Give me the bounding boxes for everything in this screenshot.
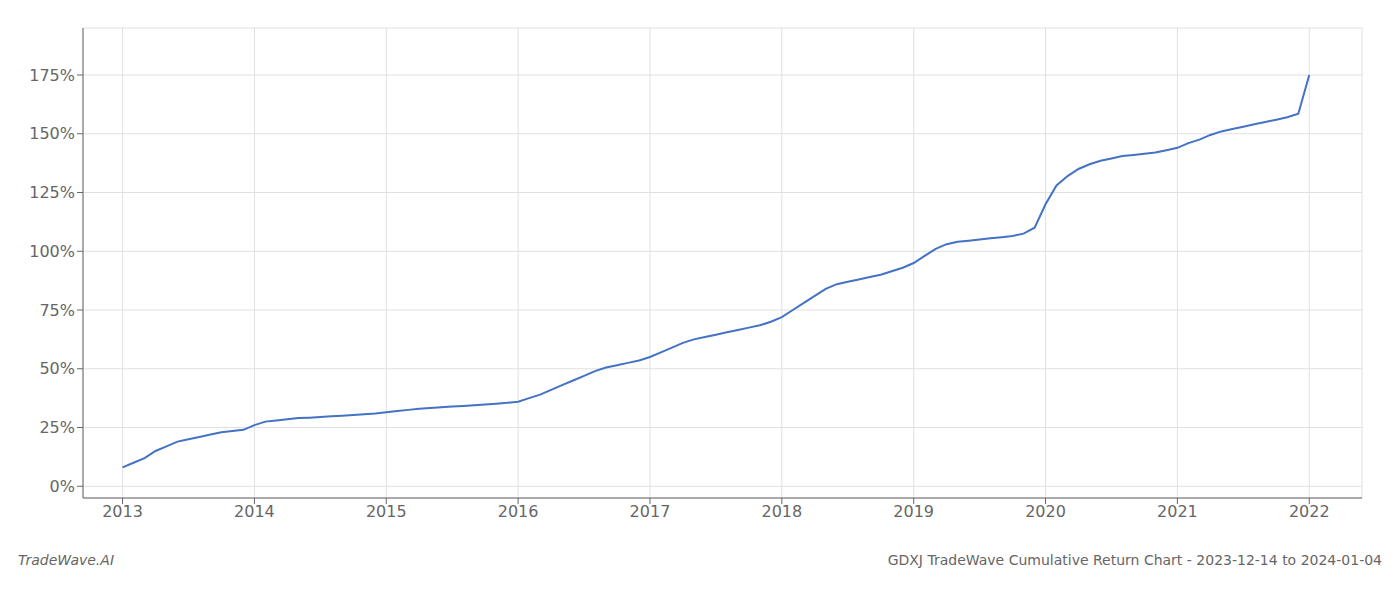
svg-text:2014: 2014 — [234, 502, 275, 521]
svg-text:2015: 2015 — [366, 502, 407, 521]
svg-text:2022: 2022 — [1289, 502, 1330, 521]
svg-text:2021: 2021 — [1157, 502, 1198, 521]
svg-text:0%: 0% — [50, 477, 75, 496]
svg-text:2019: 2019 — [893, 502, 934, 521]
svg-text:2016: 2016 — [498, 502, 539, 521]
svg-text:75%: 75% — [39, 301, 75, 320]
svg-text:2020: 2020 — [1025, 502, 1066, 521]
svg-text:2013: 2013 — [102, 502, 143, 521]
svg-text:100%: 100% — [29, 242, 75, 261]
html-text:GDXJ TradeWave Cumulative Retu: GDXJ TradeWave Cumulative Return Chart -… — [887, 552, 1382, 568]
html-text:TradeWave.AI: TradeWave.AI — [18, 552, 114, 568]
svg-text:125%: 125% — [29, 183, 75, 202]
svg-text:2017: 2017 — [630, 502, 671, 521]
svg-text:150%: 150% — [29, 124, 75, 143]
svg-text:50%: 50% — [39, 359, 75, 378]
svg-text:25%: 25% — [39, 418, 75, 437]
svg-text:175%: 175% — [29, 66, 75, 85]
svg-text:2018: 2018 — [761, 502, 802, 521]
